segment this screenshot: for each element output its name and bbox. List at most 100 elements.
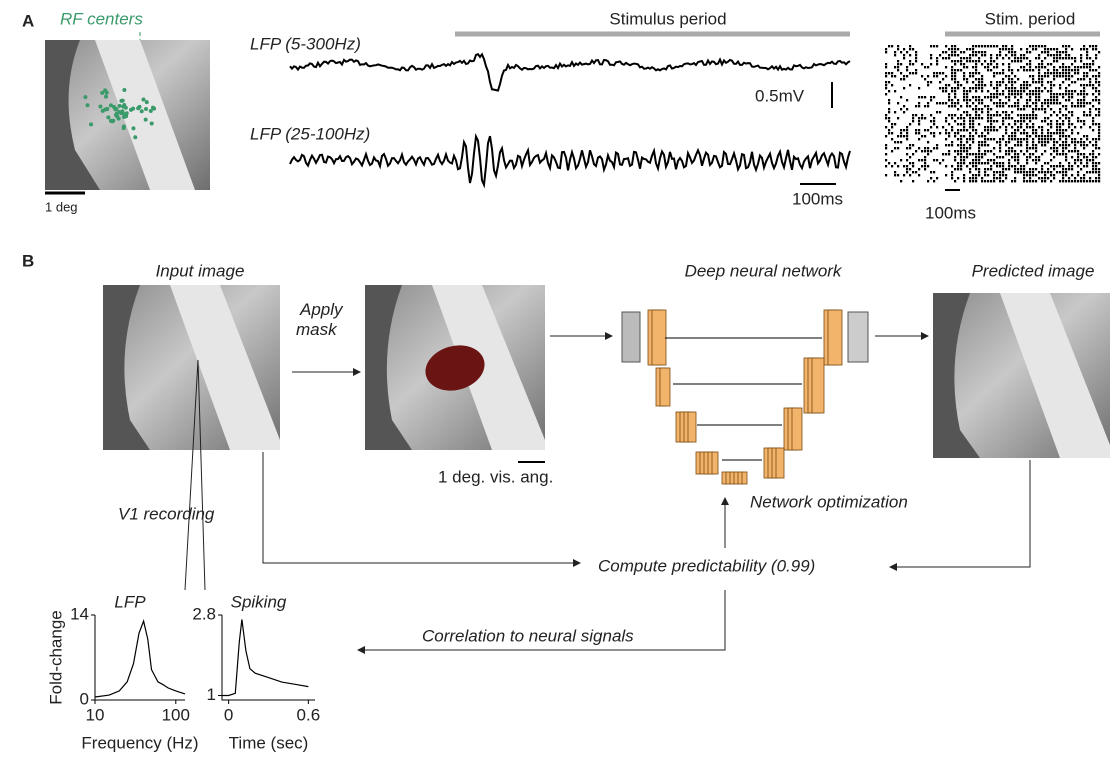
- spike: [1053, 150, 1055, 152]
- spike: [1056, 120, 1058, 122]
- spike: [1014, 102, 1016, 104]
- spike: [915, 69, 917, 71]
- spike: [1020, 144, 1022, 146]
- spike: [1065, 66, 1067, 68]
- spike: [990, 69, 992, 71]
- spike: [1035, 66, 1037, 68]
- spike: [1062, 93, 1064, 95]
- spike: [1065, 57, 1067, 59]
- spike: [972, 159, 974, 161]
- layer: [712, 452, 718, 474]
- spike: [1086, 156, 1088, 158]
- spike: [885, 114, 887, 116]
- spike: [978, 171, 980, 173]
- spike: [975, 84, 977, 86]
- spike: [999, 162, 1001, 164]
- spike: [978, 84, 980, 86]
- spike: [1053, 165, 1055, 167]
- spike: [1047, 105, 1049, 107]
- spike: [894, 51, 896, 53]
- spike: [912, 180, 914, 182]
- spike: [1014, 96, 1016, 98]
- spike: [1014, 81, 1016, 83]
- spike: [975, 108, 977, 110]
- spike: [903, 48, 905, 50]
- spike: [957, 99, 959, 101]
- spike: [1020, 168, 1022, 170]
- spike: [1092, 84, 1094, 86]
- spike: [978, 87, 980, 89]
- spike: [1059, 72, 1061, 74]
- spike: [1050, 147, 1052, 149]
- spike: [966, 90, 968, 92]
- spike: [1056, 153, 1058, 155]
- spike: [1089, 84, 1091, 86]
- spike: [972, 51, 974, 53]
- spike: [1044, 177, 1046, 179]
- rf-dot: [136, 106, 140, 110]
- spike: [1014, 57, 1016, 59]
- spike: [1014, 165, 1016, 167]
- spike: [972, 126, 974, 128]
- spike: [915, 72, 917, 74]
- spike: [1008, 117, 1010, 119]
- spike: [1053, 78, 1055, 80]
- spike: [936, 57, 938, 59]
- spike: [1086, 159, 1088, 161]
- spike: [1083, 93, 1085, 95]
- spike: [966, 93, 968, 95]
- spike: [1074, 141, 1076, 143]
- spike: [1017, 102, 1019, 104]
- rf-dot: [140, 109, 144, 113]
- spike: [993, 102, 995, 104]
- spike: [1095, 171, 1097, 173]
- rf-label: RF centers: [60, 9, 143, 28]
- spike: [1017, 108, 1019, 110]
- spike: [942, 87, 944, 89]
- spike: [951, 90, 953, 92]
- spike: [975, 105, 977, 107]
- spike: [960, 105, 962, 107]
- spike: [1011, 126, 1013, 128]
- spike: [1017, 105, 1019, 107]
- spike: [1056, 102, 1058, 104]
- spike: [957, 117, 959, 119]
- spike: [924, 147, 926, 149]
- rf-dot: [122, 125, 126, 129]
- spike: [900, 78, 902, 80]
- spike: [966, 138, 968, 140]
- spike: [996, 45, 998, 47]
- spike: [969, 168, 971, 170]
- spike: [987, 105, 989, 107]
- spike: [963, 90, 965, 92]
- spike: [1092, 105, 1094, 107]
- spike: [1071, 81, 1073, 83]
- spike: [1032, 48, 1034, 50]
- spike: [954, 102, 956, 104]
- spike: [1065, 168, 1067, 170]
- spike: [1011, 93, 1013, 95]
- spike: [1092, 129, 1094, 131]
- spike: [1041, 132, 1043, 134]
- spike: [909, 45, 911, 47]
- spike: [1056, 75, 1058, 77]
- spike: [936, 45, 938, 47]
- spike: [981, 78, 983, 80]
- spike: [1065, 129, 1067, 131]
- spike: [1062, 132, 1064, 134]
- spike: [1056, 123, 1058, 125]
- spike: [1002, 105, 1004, 107]
- spike: [1065, 75, 1067, 77]
- spike: [960, 129, 962, 131]
- spike: [1026, 126, 1028, 128]
- spike: [1038, 75, 1040, 77]
- spike: [1032, 45, 1034, 47]
- spike: [1020, 165, 1022, 167]
- spike: [885, 81, 887, 83]
- spike: [909, 162, 911, 164]
- spike: [969, 75, 971, 77]
- spike: [1083, 99, 1085, 101]
- spike: [1005, 168, 1007, 170]
- spike: [894, 162, 896, 164]
- spike: [948, 123, 950, 125]
